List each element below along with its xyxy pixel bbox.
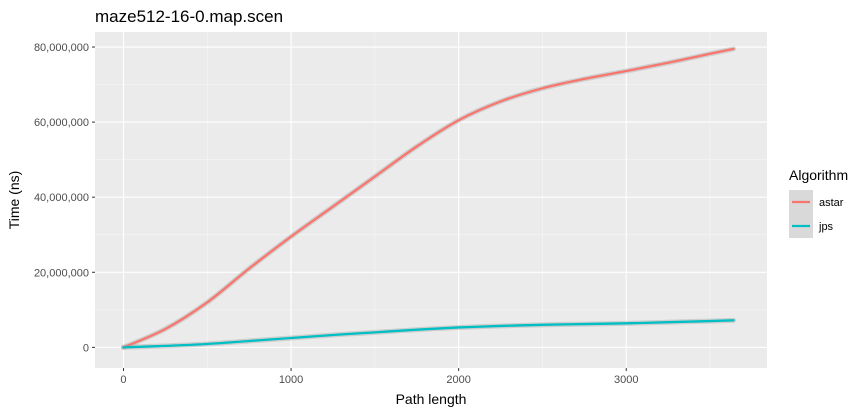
x-tick-label: 2000 <box>446 374 470 386</box>
x-tick-label: 0 <box>120 374 126 386</box>
legend: Algorithm astar jps <box>789 167 848 238</box>
series-line-jps <box>122 319 735 349</box>
x-axis: 0 1000 2000 3000 <box>120 368 638 386</box>
series-line-astar <box>122 47 735 349</box>
legend-title: Algorithm <box>789 167 848 183</box>
series-lines <box>120 46 736 350</box>
y-tick-label: 80,000,000 <box>34 42 89 54</box>
legend-label-jps: jps <box>818 221 834 233</box>
y-tick-label: 40,000,000 <box>34 192 89 204</box>
y-axis-title: Time (ns) <box>6 171 22 230</box>
x-axis-title: Path length <box>396 391 467 407</box>
plot-panel <box>95 32 767 368</box>
major-gridlines <box>95 32 767 368</box>
y-tick-label: 0 <box>83 342 89 354</box>
y-tick-label: 60,000,000 <box>34 117 89 129</box>
x-tick-label: 1000 <box>279 374 303 386</box>
legend-label-astar: astar <box>819 197 844 209</box>
chart-title: maze512-16-0.map.scen <box>95 7 283 26</box>
y-axis: 0 20,000,000 40,000,000 60,000,000 80,000,00… <box>34 42 95 354</box>
y-tick-label: 20,000,000 <box>34 267 89 279</box>
x-tick-label: 3000 <box>614 374 638 386</box>
